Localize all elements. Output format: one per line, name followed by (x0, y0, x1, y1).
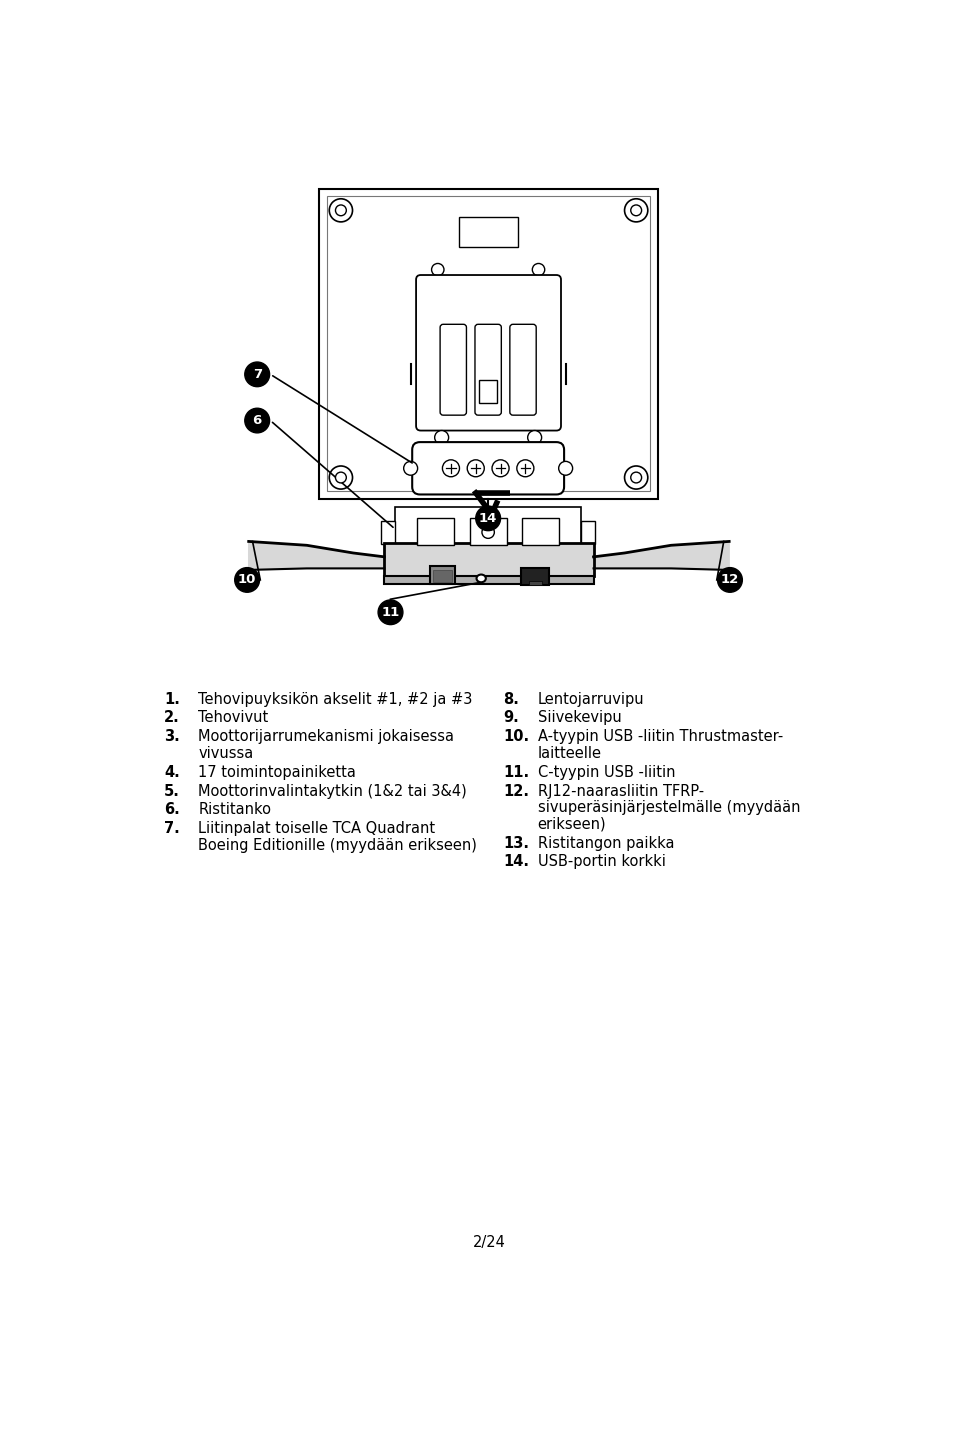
Circle shape (532, 263, 544, 276)
Circle shape (245, 362, 270, 387)
Circle shape (558, 461, 572, 475)
Circle shape (329, 199, 353, 222)
Text: Tehovipuyksikön akselit #1, #2 ja #3: Tehovipuyksikön akselit #1, #2 ja #3 (198, 692, 472, 706)
Circle shape (517, 460, 534, 477)
Text: 2.: 2. (164, 710, 180, 726)
Bar (580, 521, 595, 544)
Polygon shape (593, 541, 728, 570)
Circle shape (335, 205, 346, 216)
Bar (433, 570, 452, 583)
Circle shape (630, 473, 641, 483)
Text: Liitinpalat toiselle TCA Quadrant: Liitinpalat toiselle TCA Quadrant (198, 822, 435, 836)
FancyBboxPatch shape (412, 442, 563, 494)
Text: 3.: 3. (164, 729, 180, 745)
Text: erikseen): erikseen) (537, 816, 606, 832)
Ellipse shape (476, 574, 485, 583)
Bar (319, 189, 658, 500)
Text: C-tyypin USB -liitin: C-tyypin USB -liitin (537, 765, 675, 780)
Text: Ristitanko: Ristitanko (198, 802, 271, 818)
Text: 11.: 11. (502, 765, 529, 780)
Text: 6: 6 (253, 414, 261, 427)
Polygon shape (249, 541, 384, 570)
Circle shape (492, 460, 509, 477)
Bar (416, 518, 454, 546)
Bar (521, 518, 558, 546)
Text: USB-portin korkki: USB-portin korkki (537, 855, 665, 869)
Circle shape (329, 465, 353, 490)
Text: 14: 14 (478, 511, 497, 526)
Text: 17 toimintopainiketta: 17 toimintopainiketta (198, 765, 355, 780)
Text: 10.: 10. (502, 729, 529, 745)
Text: laitteelle: laitteelle (537, 746, 601, 760)
Bar (384, 543, 593, 576)
Text: 5.: 5. (164, 783, 180, 799)
Circle shape (403, 461, 417, 475)
Text: vivussa: vivussa (198, 746, 253, 760)
Bar (430, 566, 455, 584)
Circle shape (624, 199, 647, 222)
Text: 7: 7 (253, 368, 261, 381)
Text: sivuperäsinjärjestelmälle (myydään: sivuperäsinjärjestelmälle (myydään (537, 800, 800, 815)
Circle shape (431, 263, 443, 276)
Text: 12: 12 (720, 573, 739, 587)
Text: 13.: 13. (502, 836, 528, 851)
Circle shape (335, 473, 346, 483)
Text: Moottorijarrumekanismi jokaisessa: Moottorijarrumekanismi jokaisessa (198, 729, 454, 745)
Text: 9.: 9. (502, 710, 518, 726)
Circle shape (435, 431, 448, 444)
Text: Moottorinvalintakytkin (1&2 tai 3&4): Moottorinvalintakytkin (1&2 tai 3&4) (198, 783, 467, 799)
Text: 10: 10 (237, 573, 256, 587)
Circle shape (245, 408, 270, 432)
Bar (458, 218, 517, 246)
Circle shape (630, 205, 641, 216)
Text: 7.: 7. (164, 822, 180, 836)
Bar (529, 581, 541, 586)
Bar (478, 379, 497, 402)
Bar (469, 518, 506, 546)
Circle shape (624, 465, 647, 490)
FancyBboxPatch shape (475, 324, 500, 415)
Circle shape (377, 600, 402, 624)
Bar (327, 196, 649, 491)
Circle shape (476, 505, 500, 531)
Text: Boeing Editionille (myydään erikseen): Boeing Editionille (myydään erikseen) (198, 838, 476, 853)
Text: Siivekevipu: Siivekevipu (537, 710, 620, 726)
FancyBboxPatch shape (439, 324, 466, 415)
Text: 6.: 6. (164, 802, 180, 818)
Text: 1.: 1. (164, 692, 180, 706)
Bar (384, 576, 593, 584)
Text: 8.: 8. (502, 692, 518, 706)
FancyBboxPatch shape (416, 275, 560, 431)
Text: Ristitangon paikka: Ristitangon paikka (537, 836, 674, 851)
Circle shape (234, 567, 259, 593)
Text: Lentojarruvipu: Lentojarruvipu (537, 692, 643, 706)
Circle shape (467, 460, 484, 477)
Text: 12.: 12. (502, 783, 528, 799)
Text: A-tyypin USB -liitin Thrustmaster-: A-tyypin USB -liitin Thrustmaster- (537, 729, 782, 745)
Bar (521, 569, 549, 586)
Circle shape (442, 460, 459, 477)
Text: 14.: 14. (502, 855, 528, 869)
Text: Tehovivut: Tehovivut (198, 710, 268, 726)
Bar (381, 521, 395, 544)
Circle shape (481, 526, 494, 538)
Circle shape (717, 567, 741, 593)
Text: 11: 11 (381, 606, 399, 619)
Bar (395, 507, 580, 551)
Text: 2/24: 2/24 (472, 1234, 505, 1250)
Text: RJ12-naarasliitin TFRP-: RJ12-naarasliitin TFRP- (537, 783, 703, 799)
Circle shape (527, 431, 541, 444)
FancyBboxPatch shape (509, 324, 536, 415)
Text: 4.: 4. (164, 765, 180, 780)
